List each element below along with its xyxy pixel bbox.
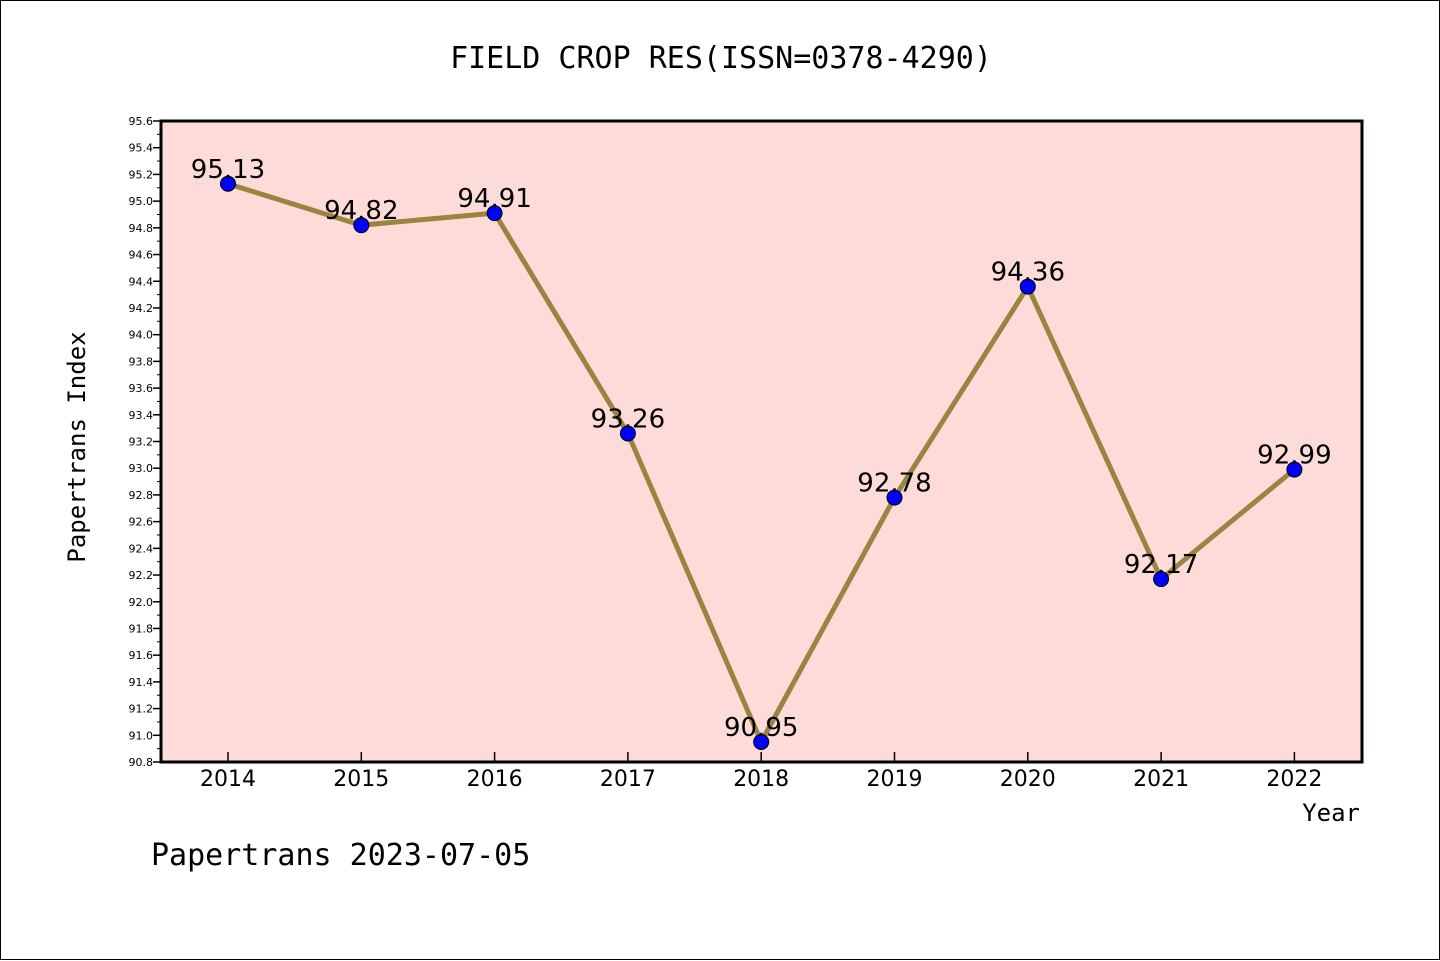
footer-note: Papertrans 2023-07-05	[151, 838, 530, 873]
data-labels: 95.13 94.82 94.91 93.26 90.95 92.78 94.36 92.17…	[191, 155, 1332, 743]
x-tick-label: 2020	[1000, 767, 1056, 792]
data-point	[619, 425, 636, 442]
x-tick-label: 2022	[1266, 767, 1322, 792]
series-points	[220, 175, 1303, 750]
chart-title: FIELD CROP RES(ISSN=0378-4290)	[450, 41, 992, 76]
data-point	[220, 175, 236, 192]
y-tick-label: 90.8	[129, 756, 154, 769]
y-tick-label: 92.6	[129, 516, 154, 529]
plot-frame	[159, 119, 1364, 764]
y-tick-label: 91.2	[129, 703, 154, 716]
y-axis: 90.8 91.0 91.2 91.4 91.6 91.8 92.0 92.2 92.4 92.6…	[129, 115, 161, 769]
y-tick-label: 94.6	[129, 249, 154, 262]
data-label: 92.99	[1257, 441, 1331, 471]
y-tick-label: 94.8	[129, 222, 154, 235]
data-label: 92.78	[857, 469, 931, 499]
y-tick-label: 94.0	[129, 329, 154, 342]
y-tick-label: 95.2	[129, 168, 154, 181]
data-label: 94.36	[991, 258, 1065, 288]
y-tick-label: 91.0	[129, 729, 154, 742]
data-label: 94.91	[457, 184, 531, 214]
y-tick-label: 92.8	[129, 489, 154, 502]
x-tick-label: 2016	[467, 767, 523, 792]
y-tick-label: 93.0	[129, 462, 154, 475]
data-point	[1019, 278, 1036, 295]
data-label: 95.13	[191, 155, 265, 185]
y-tick-label: 91.8	[129, 622, 154, 635]
data-point	[886, 489, 903, 506]
x-axis: 2014 2015 2016 2017 2018 2019 2020 2021 2022	[200, 752, 1322, 792]
x-tick-label: 2014	[200, 767, 256, 792]
y-tick-label: 93.2	[129, 436, 154, 449]
y-tick-label: 95.0	[129, 195, 154, 208]
y-tick-label: 95.4	[129, 142, 154, 155]
y-tick-label: 92.2	[129, 569, 154, 582]
y-tick-label: 93.6	[129, 382, 154, 395]
y-axis-label: Papertrans Index	[63, 331, 91, 562]
data-label: 92.17	[1124, 550, 1198, 580]
x-tick-label: 2018	[733, 767, 789, 792]
y-tick-label: 92.4	[129, 542, 154, 555]
data-label: 90.95	[724, 713, 798, 743]
x-tick-label: 2021	[1133, 767, 1189, 792]
y-tick-label: 94.2	[129, 302, 154, 315]
y-tick-label: 95.6	[129, 115, 154, 128]
x-tick-label: 2015	[333, 767, 389, 792]
y-tick-label: 94.4	[129, 275, 154, 288]
y-tick-label: 91.6	[129, 649, 154, 662]
data-label: 94.82	[324, 196, 398, 226]
data-label: 93.26	[591, 404, 665, 434]
y-tick-label: 93.4	[129, 409, 154, 422]
data-point	[353, 217, 370, 234]
data-point	[1286, 461, 1303, 478]
data-point	[486, 205, 503, 222]
x-axis-label: Year	[1302, 799, 1360, 827]
x-tick-label: 2017	[600, 767, 656, 792]
y-tick-label: 93.8	[129, 355, 154, 368]
data-point	[1153, 571, 1170, 588]
x-tick-label: 2019	[867, 767, 923, 792]
data-point	[753, 733, 770, 750]
y-tick-label: 91.4	[129, 676, 154, 689]
y-tick-label: 92.0	[129, 596, 154, 609]
